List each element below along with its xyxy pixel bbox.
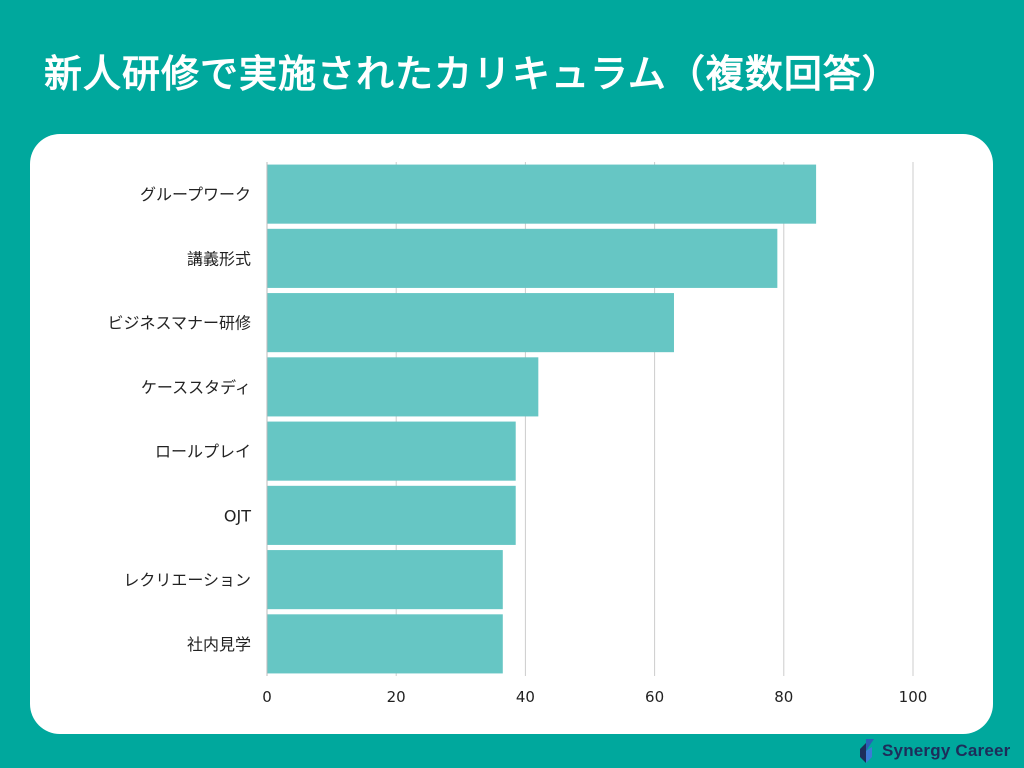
- chart-card: 0 20 40 60 80 100 グループワーク講義形式ビジネスマナー研修ケーススタディロ…: [30, 134, 993, 734]
- brand-logo: Synergy Career: [858, 738, 1010, 764]
- category-label: 社内見学: [187, 635, 251, 654]
- brand-name: Synergy Career: [882, 741, 1011, 760]
- bar: [267, 164, 817, 224]
- x-tick-label: 40: [516, 688, 535, 706]
- x-tick-label: 80: [774, 688, 793, 706]
- synergy-logo-icon: [860, 739, 874, 763]
- category-label: ケーススタディ: [141, 378, 251, 397]
- chart-title: 新人研修で実施されたカリキュラム（複数回答）: [44, 52, 901, 96]
- category-label: グループワーク: [140, 185, 251, 204]
- bar-chart: 0 20 40 60 80 100 グループワーク講義形式ビジネスマナー研修ケーススタディロ…: [107, 162, 928, 706]
- category-label: ロールプレイ: [155, 442, 251, 461]
- category-label: レクリエーション: [123, 571, 251, 590]
- bar: [267, 485, 516, 545]
- bar: [267, 614, 503, 674]
- category-label: OJT: [224, 506, 251, 525]
- x-tick-label: 100: [899, 688, 928, 706]
- category-label: ビジネスマナー研修: [107, 314, 251, 333]
- x-tick-label: 20: [387, 688, 406, 706]
- bar: [267, 550, 503, 610]
- x-tick-label: 0: [262, 688, 272, 706]
- x-tick-label: 60: [645, 688, 664, 706]
- category-label: 講義形式: [187, 249, 251, 268]
- bar: [267, 228, 778, 288]
- bar: [267, 293, 674, 353]
- bar: [267, 421, 516, 481]
- bar: [267, 357, 539, 417]
